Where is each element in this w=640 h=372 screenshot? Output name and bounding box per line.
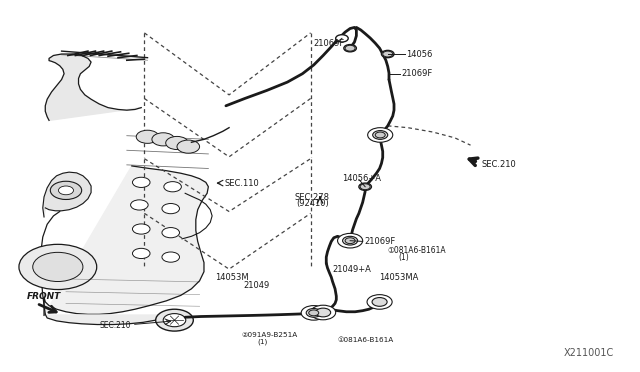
Circle shape: [367, 128, 393, 142]
Text: 14053MA: 14053MA: [380, 273, 419, 282]
Circle shape: [166, 137, 188, 150]
Text: ①081A6-B161A: ①081A6-B161A: [337, 337, 394, 343]
Circle shape: [360, 184, 370, 190]
Text: 21049+A: 21049+A: [333, 265, 371, 274]
Circle shape: [344, 237, 356, 244]
Text: (1): (1): [398, 253, 409, 262]
Polygon shape: [44, 166, 209, 315]
Text: 21069F: 21069F: [401, 69, 433, 78]
Circle shape: [345, 238, 355, 244]
Circle shape: [316, 308, 331, 317]
Circle shape: [132, 224, 150, 234]
Circle shape: [372, 131, 388, 140]
Circle shape: [51, 181, 82, 199]
Circle shape: [381, 50, 394, 58]
Circle shape: [132, 248, 150, 259]
Circle shape: [156, 309, 193, 331]
Circle shape: [164, 182, 181, 192]
Text: SEC.110: SEC.110: [225, 179, 259, 187]
Circle shape: [337, 233, 363, 248]
Circle shape: [367, 295, 392, 309]
Circle shape: [372, 298, 387, 306]
Text: 14056: 14056: [406, 49, 433, 58]
Polygon shape: [45, 54, 141, 121]
Text: 21069F: 21069F: [364, 237, 395, 246]
Polygon shape: [43, 172, 91, 217]
Circle shape: [345, 45, 355, 51]
Circle shape: [162, 203, 179, 214]
Circle shape: [359, 183, 371, 190]
Circle shape: [310, 305, 336, 320]
Circle shape: [383, 51, 393, 57]
Circle shape: [152, 133, 175, 146]
Text: FRONT: FRONT: [26, 292, 61, 301]
Text: 21049: 21049: [243, 280, 269, 290]
Circle shape: [136, 130, 159, 143]
Text: 21069F: 21069F: [314, 39, 345, 48]
Circle shape: [131, 200, 148, 210]
Text: (1): (1): [257, 338, 268, 344]
Text: X211001C: X211001C: [563, 348, 614, 358]
Circle shape: [308, 310, 319, 316]
Circle shape: [177, 140, 200, 153]
Circle shape: [58, 186, 74, 195]
Circle shape: [162, 228, 179, 238]
Circle shape: [342, 236, 358, 245]
Text: SEC.278: SEC.278: [295, 193, 330, 202]
Text: 14053M: 14053M: [214, 273, 248, 282]
Circle shape: [132, 177, 150, 187]
Circle shape: [344, 45, 356, 52]
Polygon shape: [45, 314, 168, 324]
Text: ①081A6-B161A: ①081A6-B161A: [388, 246, 446, 256]
Circle shape: [162, 252, 179, 262]
Circle shape: [301, 305, 326, 320]
Text: 14056+A: 14056+A: [342, 174, 381, 183]
Text: SEC.210: SEC.210: [99, 321, 131, 330]
Circle shape: [163, 314, 186, 327]
Circle shape: [375, 132, 385, 138]
Text: (92410): (92410): [296, 199, 329, 208]
Circle shape: [306, 308, 321, 317]
Circle shape: [374, 131, 387, 139]
Text: SEC.210: SEC.210: [482, 160, 516, 169]
Text: ②091A9-B251A: ②091A9-B251A: [242, 333, 298, 339]
Circle shape: [33, 252, 83, 282]
Circle shape: [336, 35, 348, 42]
Circle shape: [19, 244, 97, 289]
